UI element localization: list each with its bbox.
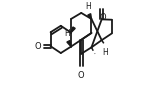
Text: O: O — [78, 71, 85, 80]
Text: O: O — [34, 42, 41, 51]
Polygon shape — [71, 27, 75, 33]
Text: H: H — [65, 29, 71, 38]
Text: H: H — [103, 48, 108, 57]
Text: O: O — [99, 13, 106, 22]
Polygon shape — [88, 14, 92, 19]
Polygon shape — [67, 41, 71, 47]
Text: H: H — [86, 2, 91, 11]
